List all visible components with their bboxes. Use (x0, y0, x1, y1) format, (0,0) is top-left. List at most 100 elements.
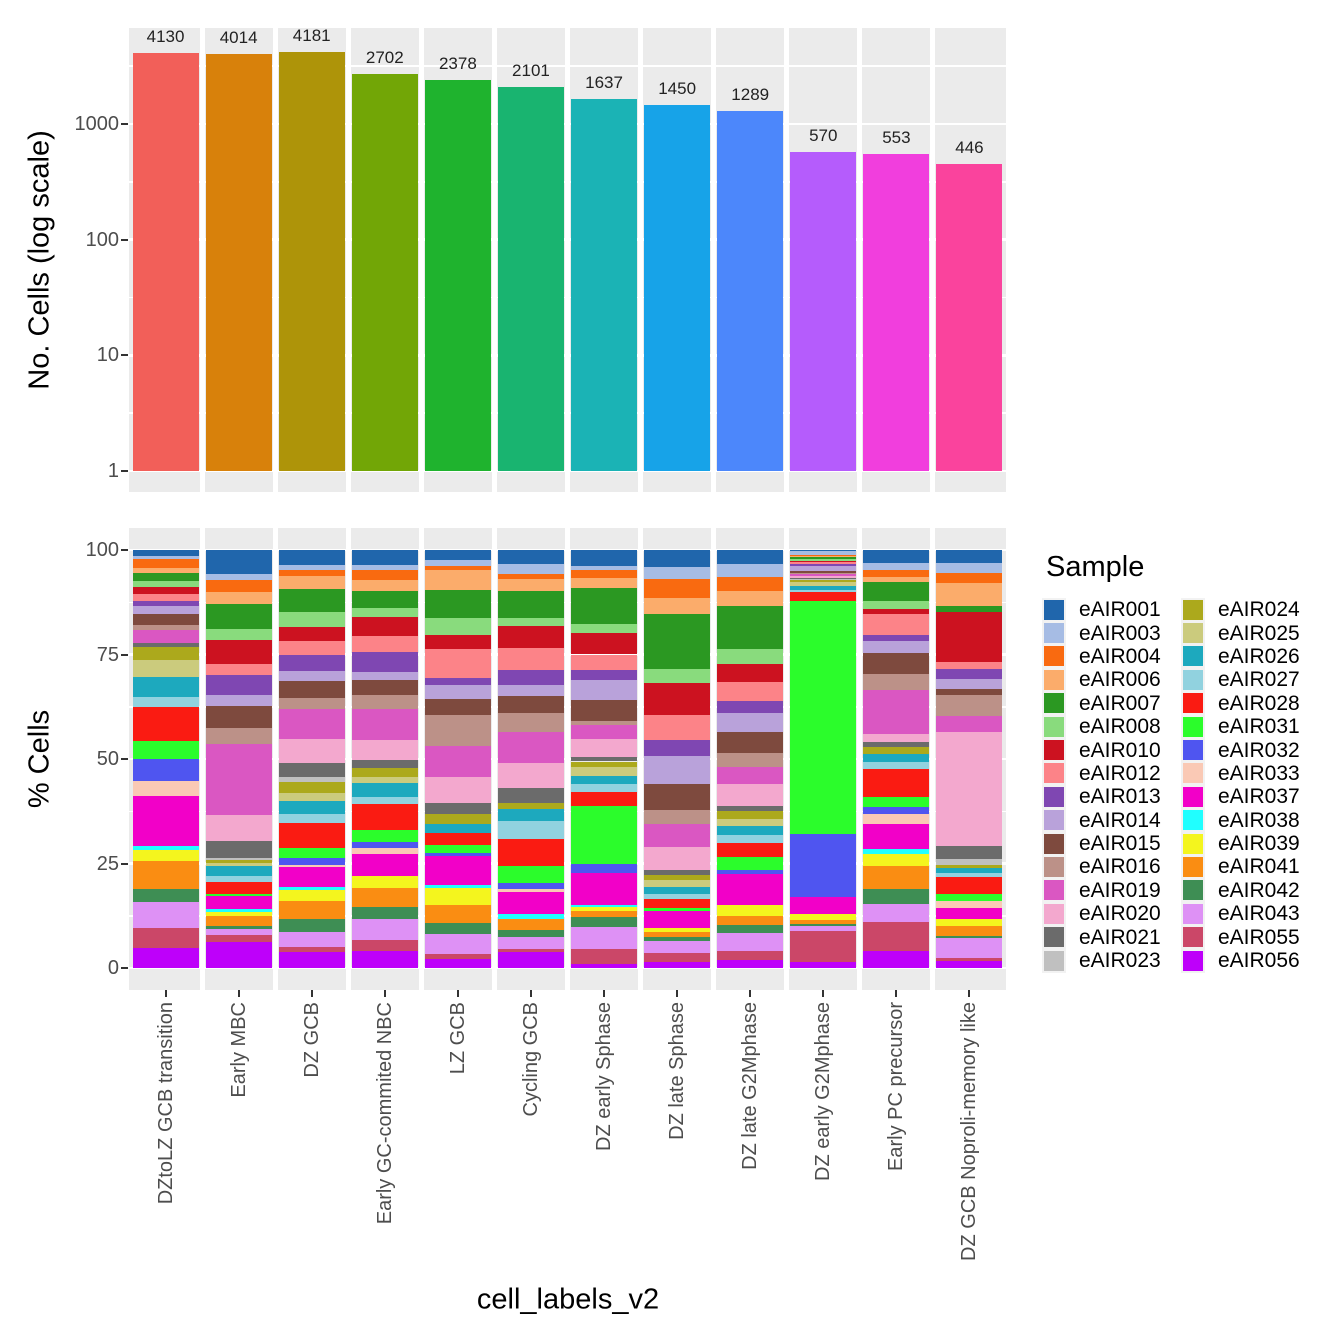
stack-segment-eAIR056 (644, 961, 711, 968)
top-bar (936, 164, 1003, 471)
stack-segment-eAIR026 (278, 800, 345, 814)
stack-segment-eAIR015 (132, 614, 199, 626)
stack-segment-eAIR024 (571, 761, 638, 767)
stack-segment-eAIR003 (863, 562, 930, 571)
stack-segment-eAIR016 (424, 715, 491, 747)
legend-label: eAIR014 (1079, 808, 1161, 832)
y-tick-mark (121, 758, 128, 760)
legend-label: eAIR008 (1079, 715, 1161, 739)
stack-segment-eAIR016 (790, 572, 857, 575)
legend-item: eAIR010 (1044, 738, 1183, 761)
stack-segment-eAIR021 (132, 642, 199, 648)
stack-segment-eAIR007 (790, 557, 857, 560)
stack-segment-eAIR021 (571, 757, 638, 762)
stack-segment-eAIR027 (644, 893, 711, 899)
stack-segment-eAIR020 (205, 815, 272, 842)
stack-segment-eAIR006 (790, 556, 857, 558)
stack-segment-eAIR027 (936, 872, 1003, 877)
x-category-label: DZ early G2Mphase (812, 1002, 835, 1181)
stack-segment-eAIR039 (717, 904, 784, 917)
grid-major-h (129, 354, 1006, 357)
top-bar-value-label: 4130 (146, 26, 185, 46)
grid-v (491, 28, 497, 492)
top-bar-value-label: 446 (955, 138, 984, 158)
grid-major-h (129, 548, 1006, 552)
stack-segment-eAIR023 (790, 579, 857, 580)
stack-segment-eAIR014 (644, 755, 711, 784)
stack-segment-eAIR031 (132, 741, 199, 759)
legend-label: eAIR026 (1218, 644, 1300, 668)
legend-label: eAIR027 (1218, 668, 1300, 692)
stack-segment-eAIR039 (278, 889, 345, 902)
legend-swatch-eAIR010 (1044, 740, 1064, 761)
x-category-label: DZ late Sphase (666, 1002, 689, 1140)
stack-segment-eAIR007 (205, 604, 272, 629)
legend-item: eAIR043 (1183, 902, 1322, 925)
stack-segment-eAIR042 (790, 924, 857, 926)
stack-segment-eAIR020 (936, 732, 1003, 846)
stack-segment-eAIR001 (424, 550, 491, 561)
stack-segment-eAIR001 (497, 550, 564, 565)
grid-v (418, 28, 424, 492)
stack-segment-eAIR004 (424, 565, 491, 570)
stack-segment-eAIR024 (790, 579, 857, 583)
legend-label: eAIR039 (1218, 832, 1300, 856)
top-bar (790, 152, 857, 471)
stack-segment-eAIR042 (132, 889, 199, 902)
stack-segment-eAIR008 (571, 624, 638, 634)
stack-segment-eAIR027 (351, 796, 418, 804)
stack-segment-eAIR012 (644, 715, 711, 741)
stack-segment-eAIR031 (424, 844, 491, 853)
stack-segment-eAIR025 (790, 582, 857, 586)
stack-segment-eAIR028 (497, 839, 564, 867)
stack-segment-eAIR039 (936, 919, 1003, 926)
legend-swatch-eAIR015 (1044, 833, 1064, 854)
top-bar (497, 86, 564, 471)
stack-segment-eAIR056 (571, 963, 638, 968)
stack-segment-eAIR024 (205, 859, 272, 864)
stack-segment-eAIR006 (717, 591, 784, 607)
x-tick-mark (164, 990, 167, 997)
stack-segment-eAIR020 (644, 847, 711, 870)
stack-segment-eAIR016 (132, 625, 199, 631)
legend-label: eAIR021 (1079, 925, 1161, 949)
stack-segment-eAIR003 (571, 565, 638, 571)
stack-segment-eAIR042 (351, 907, 418, 920)
stack-segment-eAIR042 (424, 923, 491, 935)
stack-segment-eAIR004 (132, 559, 199, 568)
stack-segment-eAIR033 (351, 847, 418, 855)
stack-segment-eAIR007 (351, 590, 418, 609)
legend-swatch-eAIR037 (1183, 786, 1203, 807)
stack-segment-eAIR016 (863, 673, 930, 691)
stack-segment-eAIR021 (497, 787, 564, 804)
stack-segment-eAIR015 (644, 783, 711, 811)
stack-segment-eAIR019 (717, 767, 784, 784)
stack-segment-eAIR003 (936, 563, 1003, 574)
top-bar-value-label: 2378 (438, 54, 477, 74)
x-category-label: DZ GCB Noproli-memory like (958, 1002, 981, 1261)
stack-segment-eAIR001 (351, 550, 418, 566)
stack-segment-eAIR008 (863, 600, 930, 610)
stack-segment-eAIR055 (351, 940, 418, 951)
y-tick-label: 100 (85, 539, 119, 561)
stack-segment-eAIR004 (497, 574, 564, 580)
stack-segment-eAIR039 (863, 853, 930, 866)
stack-segment-eAIR004 (205, 580, 272, 593)
stacked-bar (497, 550, 564, 968)
stack-segment-eAIR021 (424, 803, 491, 815)
legend-swatch-eAIR042 (1183, 880, 1203, 901)
stack-segment-eAIR031 (790, 600, 857, 835)
stack-segment-eAIR003 (790, 551, 857, 556)
stack-segment-eAIR039 (571, 906, 638, 912)
top-bar-value-label: 1289 (731, 85, 770, 105)
stack-segment-eAIR042 (571, 916, 638, 928)
grid-v (930, 28, 936, 492)
stack-segment-eAIR014 (132, 606, 199, 615)
legend-label: eAIR028 (1218, 691, 1300, 715)
legend-swatch-eAIR012 (1044, 763, 1064, 784)
legend-swatch-eAIR027 (1183, 669, 1203, 690)
stack-segment-eAIR006 (644, 597, 711, 614)
stack-segment-eAIR032 (132, 758, 199, 781)
top-bar-value-label: 4014 (219, 28, 258, 48)
stack-segment-eAIR003 (424, 560, 491, 566)
